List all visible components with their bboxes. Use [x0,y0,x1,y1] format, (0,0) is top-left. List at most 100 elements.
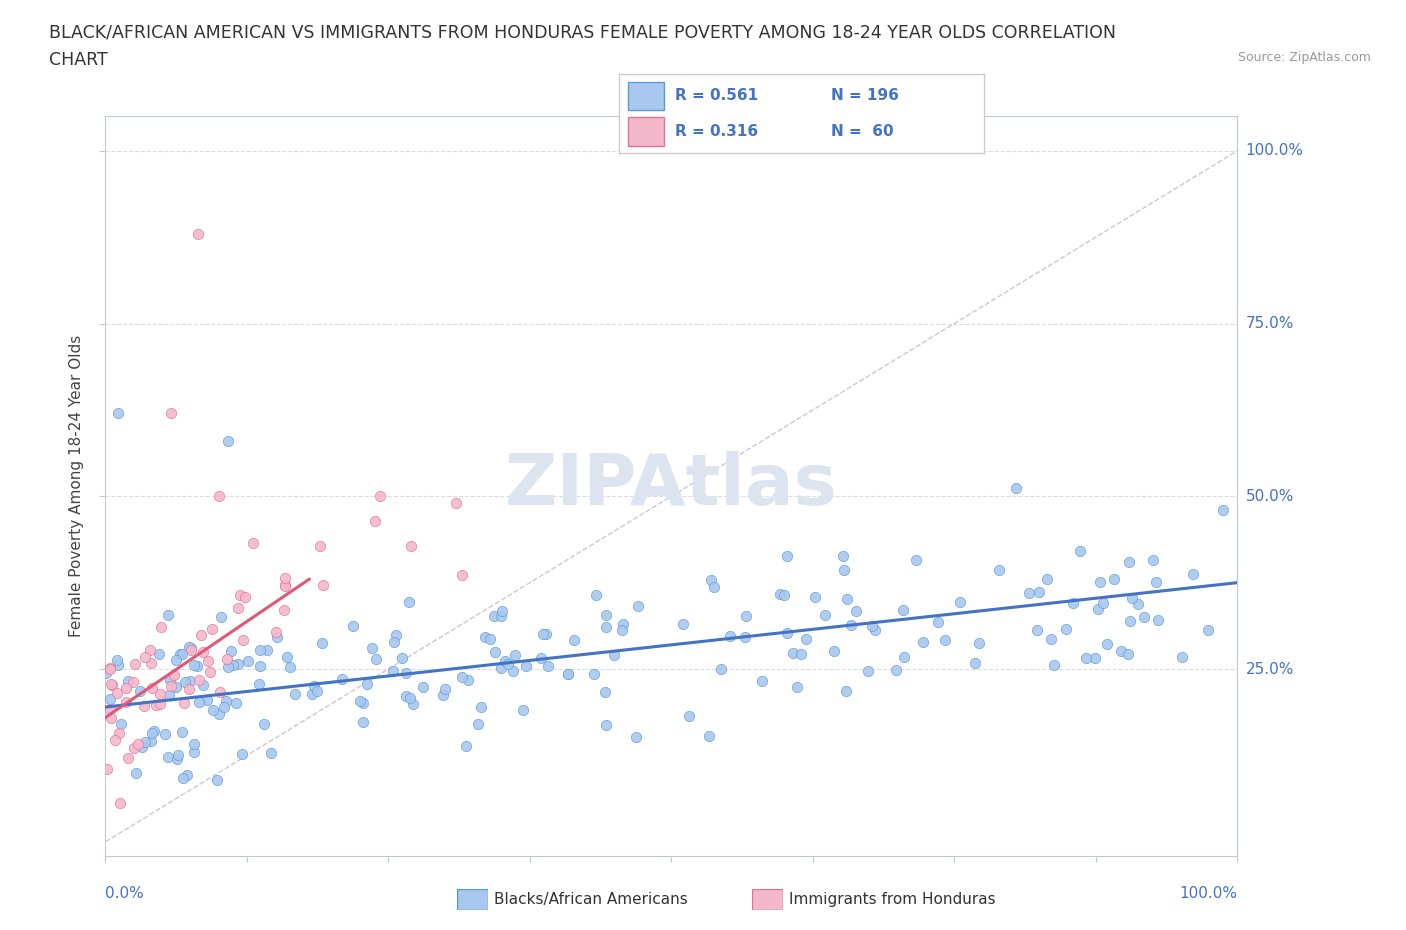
Point [100,677,122,692]
Point [219,644,242,658]
Point [191,645,214,660]
Point [191,678,214,693]
Point [276,649,298,664]
Point [115,695,138,710]
Point [1121,591,1143,605]
Point [583,667,606,682]
FancyBboxPatch shape [627,82,665,110]
Point [188,672,211,687]
Text: 0.0%: 0.0% [105,886,145,901]
Text: Source: ZipAtlas.com: Source: ZipAtlas.com [1237,51,1371,64]
Point [149,686,172,701]
Point [312,578,335,592]
Point [949,595,972,610]
Point [382,634,405,649]
Point [173,696,195,711]
Point [703,579,725,594]
Point [160,679,183,694]
Point [987,563,1010,578]
Point [1119,614,1142,629]
Point [122,674,145,689]
Point [530,651,553,666]
Point [496,657,519,671]
Point [391,651,413,666]
Point [107,658,129,672]
Point [301,686,323,701]
Point [398,691,420,706]
Point [786,679,808,694]
Point [127,737,149,751]
Y-axis label: Female Poverty Among 18-24 Year Olds: Female Poverty Among 18-24 Year Olds [69,335,84,637]
Point [557,667,579,682]
Point [155,726,177,741]
Point [967,635,990,650]
Point [1142,552,1164,567]
Point [148,646,170,661]
Point [163,668,186,683]
Point [718,629,741,644]
Point [884,662,907,677]
Point [782,645,804,660]
Point [197,653,219,668]
Point [537,659,560,674]
Point [352,714,374,729]
Point [1212,503,1234,518]
Point [242,536,264,551]
Point [456,738,478,753]
Point [1062,595,1084,610]
Point [484,608,506,623]
Point [381,664,404,679]
Point [212,699,235,714]
Point [98,661,121,676]
Point [927,615,949,630]
Point [256,643,278,658]
Point [98,691,121,706]
Text: R = 0.561: R = 0.561 [675,88,758,103]
Point [1039,631,1062,646]
Point [789,646,811,661]
Point [395,666,418,681]
Point [117,674,139,689]
Point [595,608,617,623]
Point [1197,622,1219,637]
Point [474,630,496,644]
Point [284,686,307,701]
Point [1091,595,1114,610]
Point [433,682,456,697]
Point [201,622,224,637]
Point [734,630,756,644]
Point [177,682,200,697]
Point [1088,574,1111,589]
Point [735,609,758,624]
Point [105,652,128,667]
Point [562,632,585,647]
Point [832,549,855,564]
Point [1118,555,1140,570]
Point [172,724,194,739]
Point [217,433,239,448]
Point [835,591,858,606]
Point [260,746,283,761]
Point [1026,622,1049,637]
Point [394,688,416,703]
Point [202,703,225,718]
Text: 100.0%: 100.0% [1246,143,1303,158]
Point [215,652,238,667]
Point [190,628,212,643]
Point [814,607,837,622]
Point [198,665,221,680]
Point [446,495,468,510]
Point [107,405,129,420]
Point [150,619,173,634]
Point [697,729,720,744]
Point [264,624,287,639]
Point [249,658,271,673]
Point [1147,612,1170,627]
Point [104,733,127,748]
Point [534,627,557,642]
Point [911,635,934,650]
Point [115,681,138,696]
Point [503,647,526,662]
Point [531,627,554,642]
Point [804,590,827,604]
